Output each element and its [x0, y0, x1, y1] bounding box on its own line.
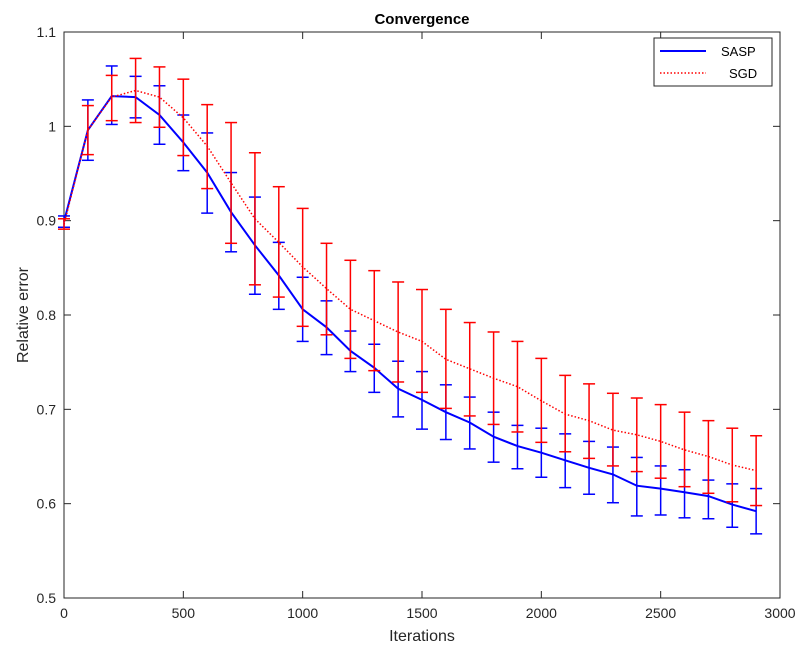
error-bar-sgd	[654, 403, 667, 479]
error-bar-sgd	[153, 66, 166, 129]
error-bar-sgd	[225, 121, 238, 245]
error-bar-sgd	[296, 207, 309, 328]
y-axis-label: Relative error	[15, 266, 32, 363]
series-line-sasp	[63, 95, 757, 513]
x-axis: 0 500 1000 1500 2000 2500 3000	[60, 32, 796, 621]
error-bar-sgd	[129, 57, 142, 124]
x-tick-label: 1000	[287, 605, 318, 621]
x-tick-label: 500	[172, 605, 196, 621]
error-bar-sgd	[272, 185, 285, 298]
x-tick-label: 2000	[526, 605, 557, 621]
x-tick-label: 1500	[406, 605, 437, 621]
legend-label-sgd: SGD	[729, 66, 757, 81]
error-bar-sgd	[320, 242, 333, 336]
error-bar-sgd	[344, 259, 357, 360]
x-tick-label: 3000	[764, 605, 795, 621]
series-layer	[58, 57, 763, 535]
error-bar-sgd	[726, 427, 739, 503]
chart-title: Convergence	[374, 11, 469, 28]
y-tick-label: 1.1	[37, 24, 57, 40]
error-bar-sgd	[750, 434, 763, 507]
error-bar-sgd	[630, 397, 643, 473]
y-tick-label: 0.9	[37, 213, 57, 229]
series-line-sgd	[63, 89, 757, 472]
y-axis: 0.5 0.6 0.7 0.8 0.9 1 1.1	[37, 24, 780, 606]
error-bar-sgd	[105, 74, 118, 122]
error-bar-sgd	[58, 218, 70, 230]
x-tick-label: 0	[60, 605, 68, 621]
x-tick-label: 2500	[645, 605, 676, 621]
error-bar-sgd	[511, 340, 524, 433]
error-bar-sgd	[248, 151, 261, 286]
error-bar-sgd	[81, 104, 94, 156]
error-bar-sgd	[201, 103, 214, 190]
error-bar-sgd	[606, 392, 619, 467]
y-tick-label: 0.8	[37, 307, 57, 323]
x-axis-label: Iterations	[389, 628, 455, 645]
error-bar-sgd	[177, 78, 190, 157]
y-tick-label: 0.6	[37, 496, 57, 512]
legend: SASP SGD	[653, 37, 773, 87]
y-tick-label: 0.5	[37, 590, 57, 606]
error-bar-sgd	[559, 374, 572, 453]
error-bar-sgd	[583, 383, 596, 460]
error-bar-sgd	[392, 281, 405, 383]
error-bar-sgd	[702, 419, 715, 495]
error-bar-sgd	[535, 357, 548, 444]
error-bar-sgd	[463, 321, 476, 417]
y-tick-label: 0.7	[37, 401, 57, 417]
error-bar-sgd	[487, 331, 500, 426]
y-tick-label: 1	[48, 118, 56, 134]
legend-box	[653, 37, 773, 87]
series-sgd	[58, 57, 763, 507]
error-bar-sgd	[439, 308, 452, 410]
legend-label-sasp: SASP	[721, 44, 756, 59]
error-bar-sgd	[368, 269, 381, 372]
error-bar-sgd	[416, 288, 428, 394]
error-bar-sgd	[678, 411, 691, 488]
